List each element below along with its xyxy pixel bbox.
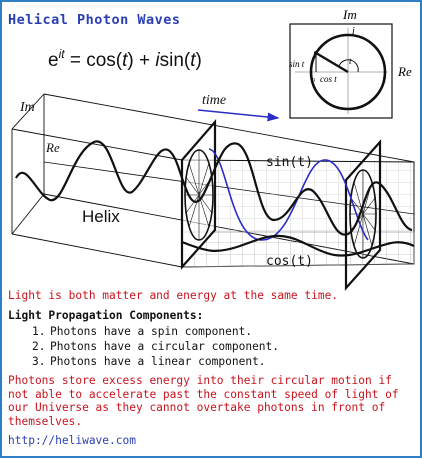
box-top-back-edge (43, 93, 415, 163)
inset-origin-label: 0 (312, 78, 315, 84)
inset-one-label: 1 (382, 75, 386, 84)
angle-arc (338, 59, 359, 73)
list-item: 3. Photons have a linear component. (32, 355, 414, 368)
inset-re-label: Re (397, 64, 412, 79)
list-item-number: 1. (32, 325, 46, 338)
cos-label: cos(t) (266, 254, 313, 269)
unit-circle-box (289, 23, 393, 119)
sine-projection-wave (208, 148, 369, 241)
box-depth-edge-top (11, 93, 45, 130)
cosine-wave (181, 234, 415, 257)
list-item: 2. Photons have a circular component. (32, 340, 414, 353)
helix-diagram: eit = cos(t) + isin(t) Im Re i sin t cos… (11, 7, 415, 291)
inset-cos-label: cos t (320, 74, 337, 84)
statement-text: Light is both matter and energy at the s… (8, 289, 339, 302)
helix-re-label: Re (45, 140, 60, 155)
list-item-number: 3. (32, 355, 46, 368)
inset-im-label: Im (342, 7, 357, 22)
inset-i-label: i (352, 26, 355, 37)
page-title: Helical Photon Waves (8, 12, 181, 28)
time-arrow (197, 109, 280, 122)
components-heading: Light Propagation Components: (8, 309, 204, 322)
list-item-text: Photons have a spin component. (50, 325, 253, 338)
unit-circle (309, 33, 387, 111)
box-top-front-edge (11, 128, 183, 161)
box-bottom-front-edge (11, 233, 183, 268)
inset-sin-label: sin t (289, 59, 305, 69)
sin-label: sin(t) (266, 155, 313, 170)
list-item: 1. Photons have a spin component. (32, 325, 414, 338)
helix-box (11, 93, 415, 268)
list-item-text: Photons have a linear component. (50, 355, 266, 368)
euler-formula: eit = cos(t) + isin(t) (48, 47, 202, 71)
unit-circle-radius (315, 51, 349, 74)
left-spoked-circle (184, 149, 214, 241)
helix-label: Helix (82, 207, 120, 226)
time-label: time (202, 93, 226, 108)
helix-curve (15, 140, 413, 236)
explanation-text: Photons store excess energy into their c… (8, 374, 399, 428)
list-item-number: 2. (32, 340, 46, 353)
list-item-text: Photons have a circular component. (50, 340, 280, 353)
unit-circle-inset: Im Re i sin t cos t t 0 1 (289, 7, 412, 119)
unit-circle-point (314, 51, 318, 55)
box-depth-edge-bottom (11, 193, 45, 235)
helix-im-label: Im (19, 100, 35, 115)
components-list: 1. Photons have a spin component. 2. Photo… (8, 325, 414, 368)
right-frame-plane (344, 139, 382, 291)
text-area: Light is both matter and energy at the s… (8, 289, 414, 447)
website-link[interactable]: http://heliwave.com (8, 434, 136, 448)
inset-angle-label: t (349, 56, 352, 66)
